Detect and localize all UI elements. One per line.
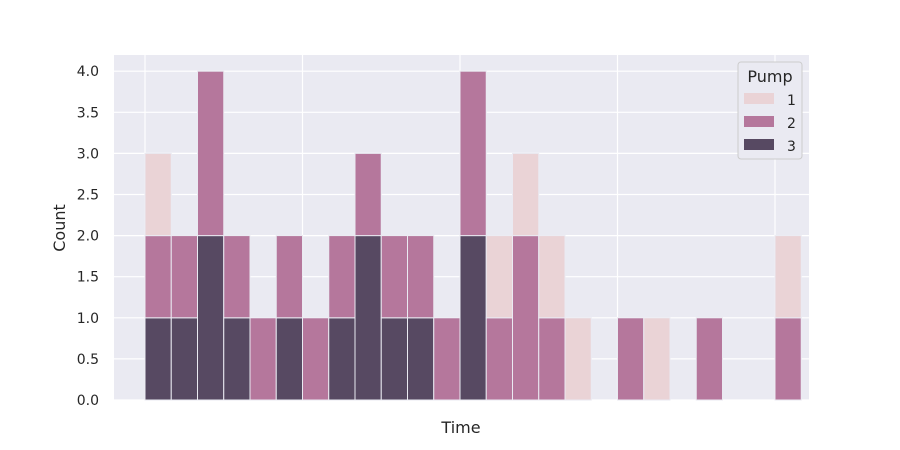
bar-pump-2-bin-14 (485, 317, 513, 401)
bar-pump-1-bin-16 (538, 235, 566, 319)
bar-pump-2-bin-22 (695, 317, 723, 401)
bar-pump-2-bin-19 (617, 317, 645, 401)
legend-label-1: 1 (787, 93, 796, 109)
bar-pump-1-bin-20 (643, 317, 671, 401)
bar-pump-2-bin-10 (380, 235, 408, 319)
bar-pump-2-bin-6 (275, 235, 303, 319)
bar-pump-2-bin-4 (223, 235, 251, 319)
x-axis-label: Time (440, 418, 480, 437)
bar-pump-2-bin-12 (433, 317, 461, 401)
bar-pump-1-bin-1 (144, 152, 172, 237)
bar-pump-1-bin-15 (512, 152, 540, 237)
y-axis-label: Count (50, 204, 69, 252)
bar-pump-3-bin-10 (380, 317, 408, 401)
y-tick-label: 1.0 (77, 311, 99, 327)
legend-label-2: 2 (787, 116, 796, 132)
bar-pump-2-bin-13 (459, 70, 487, 237)
y-tick-label: 0.5 (77, 352, 99, 368)
bar-pump-2-bin-11 (407, 235, 435, 319)
bar-pump-1-bin-25 (774, 235, 802, 319)
bar-pump-3-bin-13 (459, 235, 487, 401)
bar-pump-2-bin-7 (302, 317, 330, 401)
y-tick-label: 1.5 (77, 270, 99, 286)
bar-pump-3-bin-6 (275, 317, 303, 401)
bar-pump-1-bin-14 (485, 235, 513, 319)
legend-box (737, 61, 803, 160)
bar-pump-2-bin-9 (354, 152, 382, 237)
legend-swatch-3 (744, 139, 774, 150)
bar-pump-2-bin-2 (170, 235, 198, 319)
legend-title: Pump (747, 67, 792, 86)
bar-pump-2-bin-3 (197, 70, 225, 237)
bars (144, 70, 802, 401)
bar-pump-3-bin-11 (407, 317, 435, 401)
bar-pump-3-bin-2 (170, 317, 198, 401)
bar-pump-2-bin-5 (249, 317, 277, 401)
bar-pump-3-bin-8 (328, 317, 356, 401)
y-tick-label: 2.0 (77, 229, 99, 245)
bar-pump-2-bin-25 (774, 317, 802, 401)
legend-swatch-2 (744, 116, 774, 127)
legend: Pump 1 2 3 (737, 61, 803, 160)
bar-pump-3-bin-1 (144, 317, 172, 401)
bar-pump-3-bin-9 (354, 235, 382, 401)
y-tick-label: 3.5 (77, 105, 99, 121)
y-tick-label: 4.0 (77, 64, 99, 80)
bar-pump-2-bin-1 (144, 235, 172, 319)
legend-label-3: 3 (787, 139, 796, 155)
bar-pump-1-bin-17 (564, 317, 592, 401)
legend-swatch-1 (744, 93, 774, 104)
bar-pump-2-bin-15 (512, 235, 540, 401)
y-axis-ticks: 0.0 0.5 1.0 1.5 2.0 2.5 3.0 3.5 4.0 (77, 64, 99, 409)
y-tick-label: 2.5 (77, 188, 99, 204)
y-tick-label: 0.0 (77, 393, 99, 409)
bar-pump-3-bin-4 (223, 317, 251, 401)
bar-pump-3-bin-3 (197, 235, 225, 401)
bar-pump-2-bin-16 (538, 317, 566, 401)
y-tick-label: 3.0 (77, 146, 99, 162)
bar-pump-2-bin-8 (328, 235, 356, 319)
